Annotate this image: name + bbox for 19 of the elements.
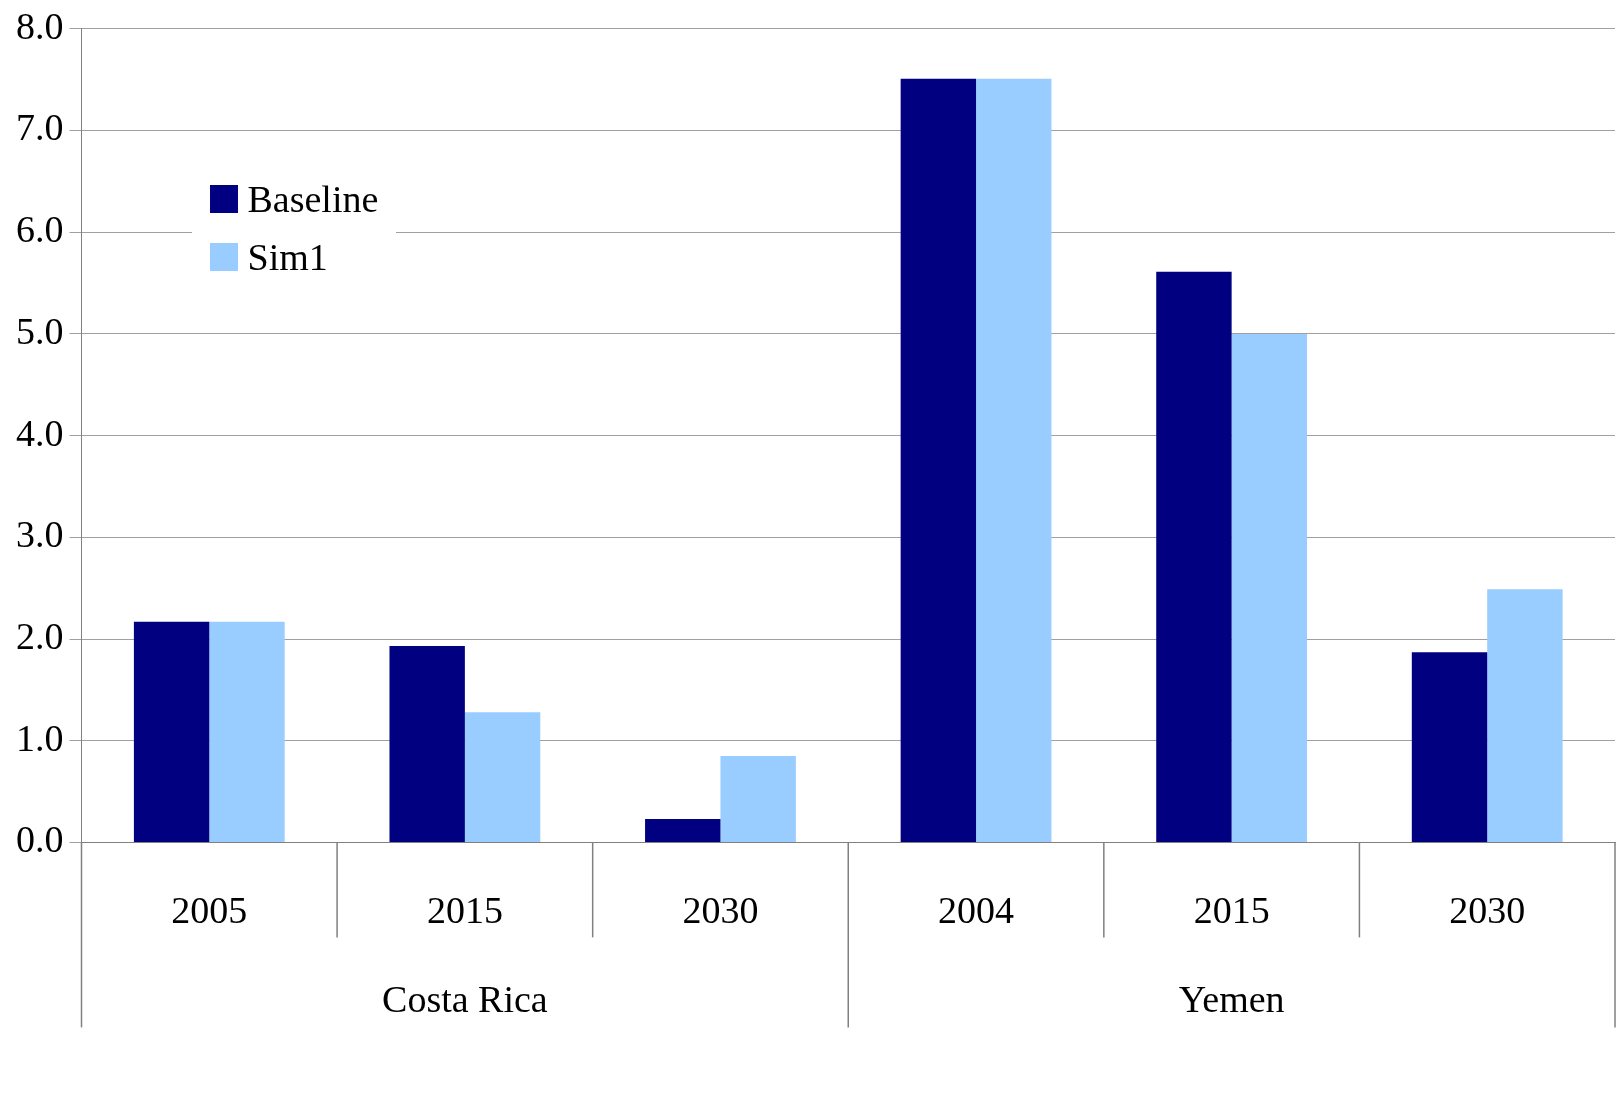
y-tick-label: 0.0 bbox=[16, 818, 64, 861]
x-tick-label: 2015 bbox=[1193, 889, 1270, 932]
x-tick-label: 2004 bbox=[938, 889, 1015, 932]
x-tick-label: 2030 bbox=[1449, 889, 1526, 932]
text: Yemen bbox=[1178, 978, 1285, 1021]
y-tick-label: 3.0 bbox=[16, 513, 64, 556]
legend-label: Baseline bbox=[247, 176, 379, 221]
legend-label: Sim1 bbox=[247, 234, 328, 279]
y-tick-label: 8.0 bbox=[16, 4, 64, 47]
y-tick-label: 6.0 bbox=[16, 208, 64, 251]
y-tick-label: 1.0 bbox=[16, 716, 64, 759]
y-tick-label: 7.0 bbox=[16, 106, 64, 149]
y-tick-label: 5.0 bbox=[16, 309, 64, 352]
x-tick-label: 2005 bbox=[171, 889, 248, 932]
text: Costa Rica bbox=[382, 978, 548, 1021]
x-tick-label: 2015 bbox=[426, 889, 503, 932]
x-tick-label: 2030 bbox=[682, 889, 759, 932]
y-tick-label: 4.0 bbox=[16, 411, 64, 454]
y-tick-label: 2.0 bbox=[16, 614, 64, 657]
